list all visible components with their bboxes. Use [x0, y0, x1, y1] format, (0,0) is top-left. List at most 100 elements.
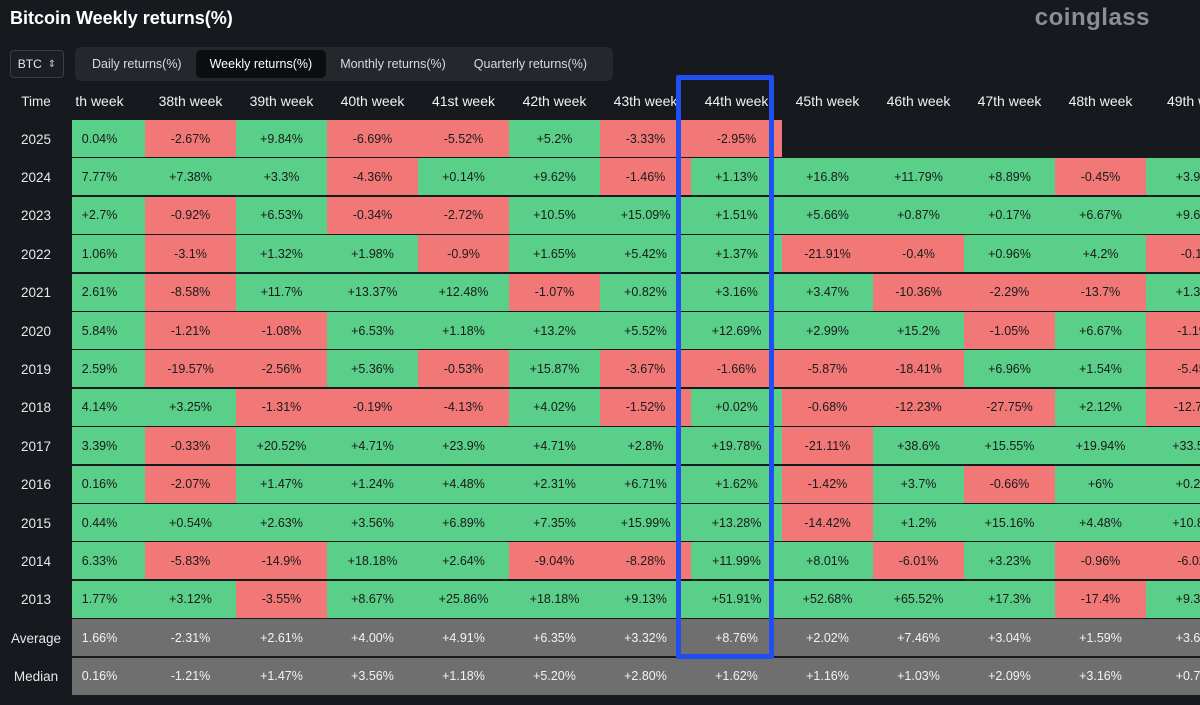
table-row: 2013 1.77% +3.12% -3.55% +8.67% +25.86% +18.18…: [0, 580, 1200, 619]
return-cell: +13.37%: [327, 273, 418, 311]
return-cell: -1.66%: [691, 350, 782, 388]
row-label: 2018: [20, 400, 52, 416]
tab-quarterly-returns[interactable]: Quarterly returns(%): [473, 57, 588, 71]
return-cell: -12.23%: [873, 388, 964, 426]
column-header[interactable]: 40th week: [340, 93, 405, 109]
return-cell: -2.29%: [964, 273, 1055, 311]
return-cell: +6.96%: [964, 350, 1055, 388]
return-cell: +1.13%: [691, 158, 782, 196]
return-cell: +4.48%: [418, 465, 509, 503]
return-cell: -17.4%: [1055, 580, 1146, 618]
chevron-updown-icon: ⇕: [47, 58, 57, 70]
return-cell: +2.8%: [600, 427, 691, 465]
return-cell: -2.56%: [236, 350, 327, 388]
return-cell: +15.55%: [964, 427, 1055, 465]
table-row: 2023 +2.7% -0.92% +6.53% -0.34% -2.72% +10.5% +…: [0, 196, 1200, 235]
stat-cell: +5.20%: [509, 657, 600, 695]
return-cell: -1.42%: [782, 465, 873, 503]
column-header[interactable]: 47th week: [977, 93, 1042, 109]
return-cell: +1.2%: [873, 504, 964, 541]
column-header[interactable]: 45th week: [795, 93, 860, 109]
return-cell: 6.33%: [72, 542, 145, 580]
return-cell: +2.7%: [72, 196, 145, 234]
return-cell: -27.75%: [964, 388, 1055, 426]
return-cell: +9.13%: [600, 580, 691, 618]
return-cell: 0.04%: [72, 120, 145, 157]
return-cell: -14.42%: [782, 504, 873, 541]
return-cell: +3.47%: [782, 273, 873, 311]
return-cell: +6.71%: [600, 465, 691, 503]
return-cell: +3.12%: [145, 580, 236, 618]
return-cell: -0.68%: [782, 388, 873, 426]
column-header[interactable]: 48th week: [1068, 93, 1133, 109]
return-cell: 5.84%: [72, 312, 145, 349]
return-cell: +1.54%: [1055, 350, 1146, 388]
column-header[interactable]: 38th week: [158, 93, 223, 109]
return-cell: +20.52%: [236, 427, 327, 465]
return-cell: +11.7%: [236, 273, 327, 311]
column-header[interactable]: th week: [75, 93, 124, 109]
coin-select[interactable]: BTC ⇕: [10, 50, 64, 78]
column-header[interactable]: 39th week: [249, 93, 314, 109]
row-label: 2025: [20, 131, 52, 147]
return-cell: +5.2%: [509, 120, 600, 157]
return-cell: +15.16%: [964, 504, 1055, 541]
return-cell: +1.62%: [691, 465, 782, 503]
table-row: 2025 0.04% -2.67% +9.84% -6.69% -5.52% +5.2% -3…: [0, 120, 1200, 158]
column-header[interactable]: 46th week: [886, 93, 951, 109]
return-cell: +4.02%: [509, 388, 600, 426]
return-cell: -0.34%: [327, 196, 418, 234]
return-cell: -4.36%: [327, 158, 418, 196]
stat-cell: -2.31%: [145, 619, 236, 657]
stat-cell: +1.59%: [1055, 619, 1146, 657]
stat-cell: +6.35%: [509, 619, 600, 657]
stat-cell: +3.16%: [1055, 657, 1146, 695]
return-cell: [782, 120, 873, 157]
return-cell: -3.67%: [600, 350, 691, 388]
table-row: 2021 2.61% -8.58% +11.7% +13.37% +12.48% -1.07…: [0, 273, 1200, 312]
returns-tabs: Daily returns(%) Weekly returns(%) Month…: [75, 47, 613, 81]
return-cell: +11.79%: [873, 158, 964, 196]
return-cell: +25.86%: [418, 580, 509, 618]
return-cell: +1.31: [1146, 273, 1200, 311]
stat-cell: +1.62%: [691, 657, 782, 695]
column-header[interactable]: 43th week: [613, 93, 678, 109]
return-cell: +33.51: [1146, 427, 1200, 465]
return-cell: -0.4%: [873, 235, 964, 273]
row-label: 2024: [20, 169, 52, 185]
return-cell: +3.25%: [145, 388, 236, 426]
return-cell: -2.95%: [691, 120, 782, 157]
return-cell: +0.14%: [418, 158, 509, 196]
return-cell: +15.87%: [509, 350, 600, 388]
tab-weekly-returns[interactable]: Weekly returns(%): [195, 50, 327, 78]
return-cell: +1.98%: [327, 235, 418, 273]
column-header[interactable]: 44th week: [704, 93, 769, 109]
stat-cell: +7.46%: [873, 619, 964, 657]
stat-cell: +1.03%: [873, 657, 964, 695]
return-cell: -9.04%: [509, 542, 600, 580]
tab-daily-returns[interactable]: Daily returns(%): [92, 57, 182, 71]
return-cell: +16.8%: [782, 158, 873, 196]
return-cell: +0.82%: [600, 273, 691, 311]
column-header[interactable]: 42th week: [522, 93, 587, 109]
table-row: 2014 6.33% -5.83% -14.9% +18.18% +2.64% -9.04%…: [0, 542, 1200, 580]
stat-cell: +3.32%: [600, 619, 691, 657]
stat-cell: 0.16%: [72, 657, 145, 695]
return-cell: +8.67%: [327, 580, 418, 618]
stats-row: Median 0.16% -1.21% +1.47% +3.56% +1.18% +5.20…: [0, 657, 1200, 696]
return-cell: +1.32%: [236, 235, 327, 273]
return-cell: -6.02: [1146, 542, 1200, 580]
column-header[interactable]: 41st week: [431, 93, 496, 109]
row-label: 2016: [20, 477, 52, 493]
row-label: 2021: [20, 285, 52, 301]
return-cell: -1.05%: [964, 312, 1055, 349]
return-cell: -0.66%: [964, 465, 1055, 503]
return-cell: -1.07%: [509, 273, 600, 311]
column-header[interactable]: 49th we: [1166, 93, 1200, 109]
return-cell: 3.39%: [72, 427, 145, 465]
return-cell: +1.18%: [418, 312, 509, 349]
tab-monthly-returns[interactable]: Monthly returns(%): [340, 57, 446, 71]
return-cell: -5.45: [1146, 350, 1200, 388]
return-cell: +0.87%: [873, 196, 964, 234]
return-cell: +6.53%: [236, 196, 327, 234]
